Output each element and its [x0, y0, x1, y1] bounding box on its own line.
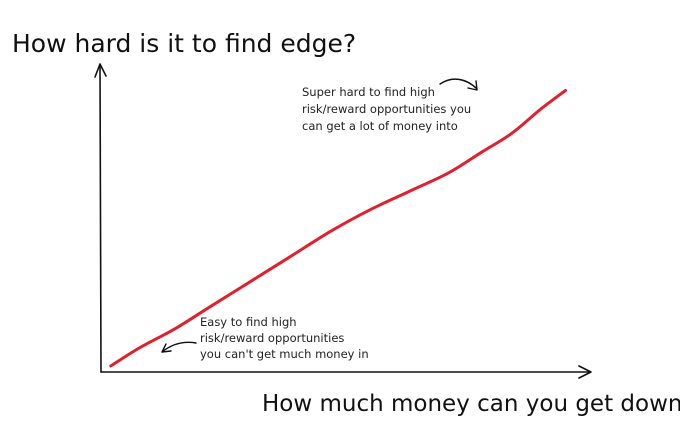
annotation-bottom-line-3: you can't get much money in [200, 347, 369, 361]
annotation-bottom-line-1: Easy to find high [200, 315, 297, 329]
annotation-bottom: Easy to find high risk/reward opportunit… [161, 315, 369, 361]
annotation-top-line-1: Super hard to find high [302, 85, 435, 99]
annotation-bottom-arrow [161, 341, 197, 353]
annotation-top-arrow [439, 78, 478, 90]
annotation-top-line-2: risk/reward opportunities you [302, 102, 471, 116]
axes [94, 63, 592, 379]
x-axis-label: How much money can you get down? [262, 391, 680, 417]
annotation-top: Super hard to find high risk/reward oppo… [302, 78, 478, 133]
y-axis-arrowhead [94, 63, 107, 78]
series-line-0 [109, 89, 567, 368]
annotation-top-line-3: can get a lot of money into [302, 119, 458, 133]
annotation-bottom-arrowhead [161, 343, 172, 353]
y-axis [99, 65, 102, 373]
chart-title: How hard is it to find edge? [12, 29, 356, 58]
x-axis-arrowhead [578, 365, 592, 379]
x-axis [100, 370, 591, 374]
series-layer [109, 89, 567, 368]
annotation-top-arrowhead [467, 80, 478, 91]
annotation-bottom-line-2: risk/reward opportunities [200, 331, 344, 345]
